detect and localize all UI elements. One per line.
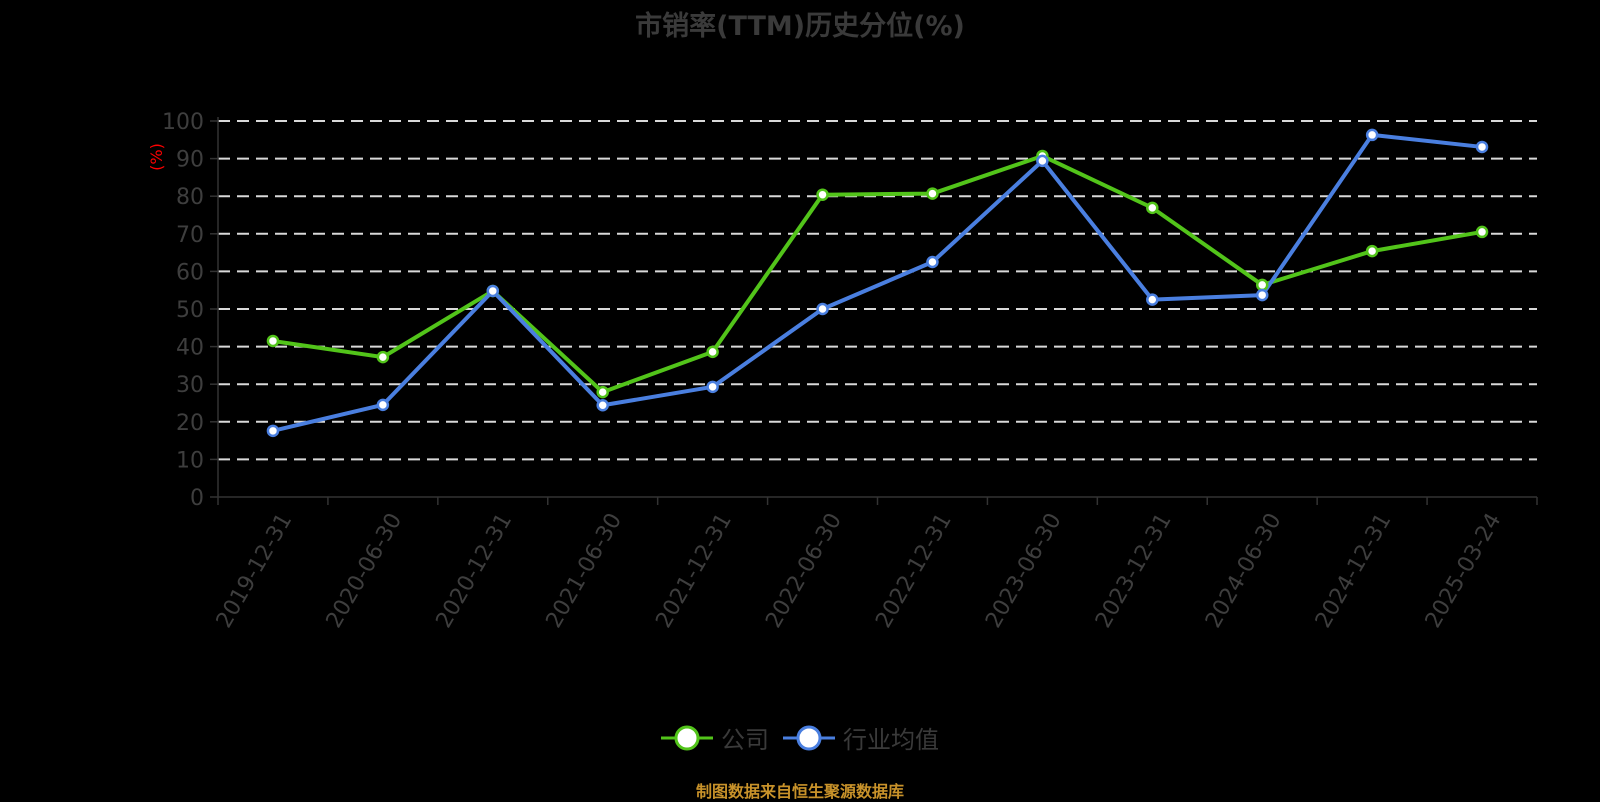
legend-label: 行业均值 (843, 726, 939, 754)
data-point[interactable] (1365, 128, 1379, 142)
x-tick-label: 2022-06-30 (761, 509, 847, 632)
x-tick-label: 2023-06-30 (981, 509, 1067, 632)
y-tick-label: 90 (176, 148, 204, 173)
data-point[interactable] (376, 350, 390, 364)
x-tick-label: 2020-06-30 (322, 509, 408, 632)
data-point[interactable] (596, 399, 609, 412)
y-tick-label: 60 (176, 260, 204, 285)
grid-lines (218, 120, 1537, 461)
y-tick-label: 100 (162, 110, 204, 135)
x-axis: 2019-12-31 2020-06-30 2020-12-31 2021-06-30… (212, 496, 1538, 632)
x-tick-label: 2022-12-31 (871, 509, 957, 632)
x-tick-label: 2025-03-24 (1421, 509, 1507, 632)
y-tick-label: 20 (176, 411, 204, 436)
y-tick-label: 30 (176, 373, 204, 398)
data-point[interactable] (926, 187, 939, 200)
legend-line-circle-icon (783, 725, 835, 750)
series-lines (266, 128, 1489, 438)
x-tick-label: 2024-06-30 (1201, 509, 1287, 632)
series-line (272, 132, 1483, 433)
x-tick-label: 2023-12-31 (1091, 509, 1177, 632)
data-point[interactable] (816, 188, 829, 201)
data-point[interactable] (1255, 278, 1269, 292)
y-axis: 0 10 20 30 40 50 60 70 80 90 100 (162, 110, 219, 511)
data-point[interactable] (1146, 293, 1159, 306)
data-point[interactable] (1365, 244, 1379, 258)
data-point[interactable] (596, 385, 609, 399)
data-point[interactable] (926, 255, 939, 269)
legend-label: 公司 (721, 726, 769, 754)
data-point[interactable] (816, 302, 829, 316)
data-point[interactable] (1475, 140, 1489, 154)
legend-line-circle-icon (661, 725, 713, 750)
y-axis-name: (%) (147, 143, 166, 171)
data-point[interactable] (1146, 201, 1159, 215)
x-tick-label: 2020-12-31 (432, 509, 518, 632)
legend-item-company[interactable]: 公司 (661, 720, 769, 755)
data-point[interactable] (706, 380, 719, 394)
data-point[interactable] (266, 334, 280, 348)
data-point[interactable] (1475, 225, 1489, 239)
y-tick-label: 40 (176, 336, 204, 361)
x-tick-label: 2021-12-31 (651, 509, 737, 632)
y-tick-label: 10 (176, 448, 204, 473)
data-point[interactable] (706, 345, 719, 359)
data-point[interactable] (1036, 154, 1049, 168)
y-tick-label: 80 (176, 185, 204, 210)
data-point[interactable] (376, 398, 390, 412)
y-tick-label: 70 (176, 223, 204, 248)
x-tick-label: 2019-12-31 (212, 509, 298, 632)
x-tick-label: 2021-06-30 (541, 509, 627, 632)
x-tick-label: 2024-12-31 (1311, 509, 1397, 632)
chart-title: 市销率(TTM)历史分位(%) (635, 11, 965, 42)
data-point[interactable] (1255, 288, 1269, 302)
data-source-footer: 制图数据来自恒生聚源数据库 (695, 782, 904, 801)
legend-item-industry[interactable]: 行业均值 (783, 720, 939, 755)
y-tick-label: 50 (176, 298, 204, 323)
data-point[interactable] (266, 424, 280, 438)
legend: 公司 行业均值 (0, 720, 1600, 755)
series-line (272, 153, 1483, 395)
y-tick-label: 0 (190, 486, 204, 511)
data-point[interactable] (486, 284, 500, 298)
